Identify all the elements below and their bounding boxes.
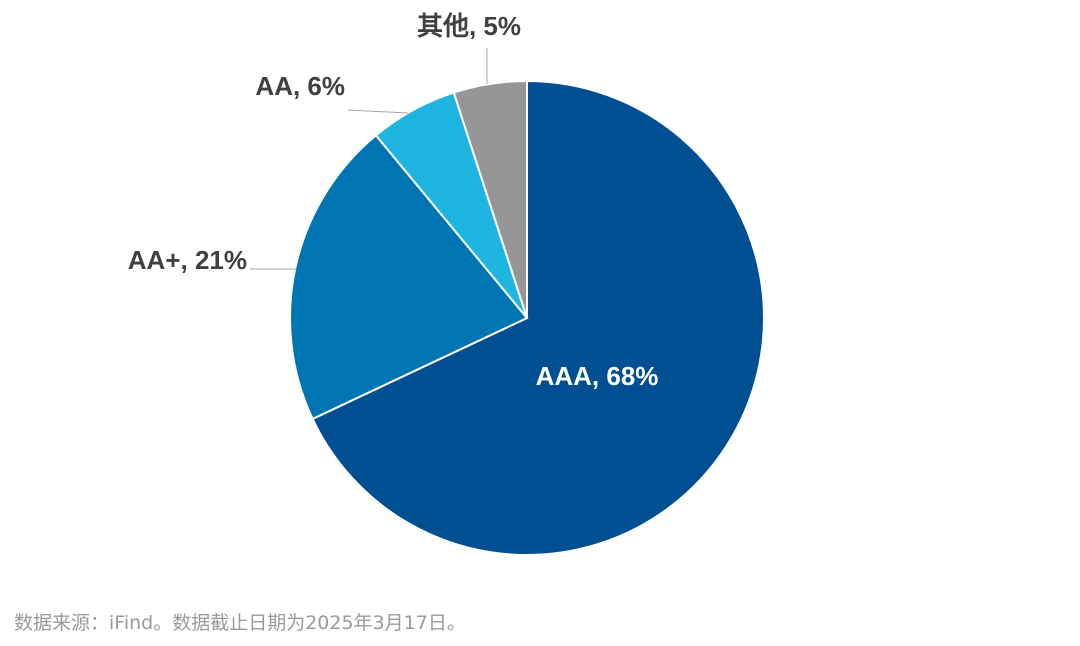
pie-slice-aa-plus xyxy=(289,133,529,421)
source-note: 数据来源：iFind。数据截止日期为2025年3月17日。 xyxy=(14,612,466,634)
pie-slices xyxy=(289,79,765,556)
slice-label: AAA, 68% xyxy=(536,361,659,391)
pie-chart: AAA, 68% AA+, 21% AA, 6% 其他, 5% xyxy=(128,11,765,556)
pie-slice-other xyxy=(452,79,528,319)
slice-labels: AAA, 68% AA+, 21% AA, 6% 其他, 5% xyxy=(128,11,659,391)
leader-line xyxy=(347,109,409,114)
slice-label: AA+, 21% xyxy=(128,245,247,275)
slice-label: 其他, 5% xyxy=(417,11,521,41)
leader-lines xyxy=(250,48,488,270)
pie-slice-aaa xyxy=(311,79,765,556)
slice-label: AA, 6% xyxy=(255,71,345,101)
